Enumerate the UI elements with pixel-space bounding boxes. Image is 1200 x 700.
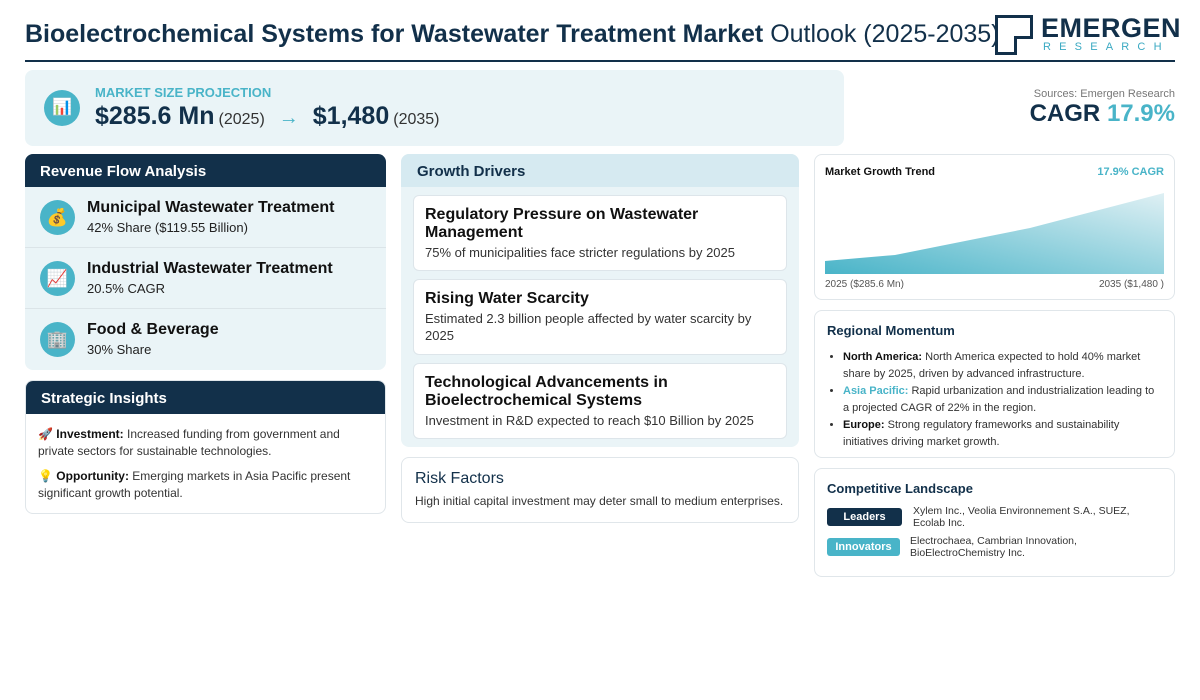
region-text: North America expected to hold 40% marke… xyxy=(843,351,1141,380)
start-year: (2025) xyxy=(218,111,265,128)
region-item: Europe: Strong regulatory frameworks and… xyxy=(843,417,1162,450)
projection-values: $285.6 Mn (2025) → $1,480 (2035) xyxy=(95,102,439,131)
revenue-item-title: Municipal Wastewater Treatment xyxy=(87,199,335,216)
revenue-item: 💰 Municipal Wastewater Treatment 42% Sha… xyxy=(25,187,386,248)
page-title-rest: Outlook (2025-2035) xyxy=(770,20,1000,48)
leaders-badge: Leaders xyxy=(827,508,902,526)
region-text: Rapid urbanization and industrialization… xyxy=(843,385,1155,414)
trend-start-label: 2025 ($285.6 Mn) xyxy=(825,279,904,290)
page-title-bold: Bioelectrochemical Systems for Wastewate… xyxy=(25,20,764,48)
revenue-item-sub: 20.5% CAGR xyxy=(87,281,166,296)
end-value: $1,480 xyxy=(312,102,390,130)
region-name: North America: xyxy=(843,351,923,363)
risk-factors-title: Risk Factors xyxy=(415,470,504,487)
risk-factors-desc: High initial capital investment may dete… xyxy=(415,494,784,508)
growth-area-chart xyxy=(825,193,1164,274)
regional-momentum-title: Regional Momentum xyxy=(827,323,955,338)
driver-title: Rising Water Scarcity xyxy=(425,290,589,307)
building-icon: 🏢 xyxy=(40,322,75,357)
region-item: Asia Pacific: Rapid urbanization and ind… xyxy=(843,383,1162,416)
region-name: Europe: xyxy=(843,419,885,431)
page-header: Bioelectrochemical Systems for Wastewate… xyxy=(25,12,1181,62)
driver-item: Rising Water Scarcity Estimated 2.3 bill… xyxy=(413,279,787,355)
revenue-item: 📈 Industrial Wastewater Treatment 20.5% … xyxy=(25,248,386,309)
revenue-flow-title: Revenue Flow Analysis xyxy=(25,154,386,187)
competitor-list: Xylem Inc., Veolia Environnement S.A., S… xyxy=(913,505,1130,529)
rocket-icon: 🚀 xyxy=(38,427,53,441)
logo-subtitle: RESEARCH xyxy=(1043,41,1170,53)
cagr-headline: CAGR 17.9% xyxy=(1030,100,1175,128)
end-year: (2035) xyxy=(393,111,440,128)
chart-icon: 📊 xyxy=(44,90,80,126)
cagr-label: CAGR xyxy=(1029,100,1101,127)
driver-title: Regulatory Pressure on Wastewater Manage… xyxy=(425,206,699,241)
insight-label: Investment: xyxy=(56,427,124,441)
start-value: $285.6 Mn xyxy=(95,102,215,130)
driver-desc: 75% of municipalities face stricter regu… xyxy=(425,245,735,260)
money-bag-icon: 💰 xyxy=(40,200,75,235)
competitor-list: Electrochaea, Cambrian Innovation, BioEl… xyxy=(910,535,1077,559)
page-title: Bioelectrochemical Systems for Wastewate… xyxy=(25,20,1000,49)
cagr-value: 17.9% xyxy=(1106,100,1175,127)
trend-title: Market Growth Trend xyxy=(825,166,936,178)
driver-item: Technological Advancements in Bioelectro… xyxy=(413,363,787,439)
innovators-badge: Innovators xyxy=(827,538,900,556)
driver-title: Technological Advancements in Bioelectro… xyxy=(425,374,668,409)
revenue-flow-card: Revenue Flow Analysis 💰 Municipal Wastew… xyxy=(25,154,386,370)
region-name: Asia Pacific: xyxy=(843,385,909,397)
revenue-item: 🏢 Food & Beverage 30% Share xyxy=(25,309,386,370)
insight-label: Opportunity: xyxy=(56,469,129,483)
insight-item: 💡 Opportunity: Emerging markets in Asia … xyxy=(38,468,373,502)
competitive-landscape-card: Competitive Landscape Leaders Xylem Inc.… xyxy=(814,468,1175,577)
competitive-landscape-title: Competitive Landscape xyxy=(827,481,973,496)
risk-factors-card: Risk Factors High initial capital invest… xyxy=(401,457,799,523)
region-item: North America: North America expected to… xyxy=(843,349,1162,382)
growth-drivers-card: Growth Drivers Regulatory Pressure on Wa… xyxy=(401,154,799,447)
driver-desc: Investment in R&D expected to reach $10 … xyxy=(425,413,754,428)
driver-desc: Estimated 2.3 billion people affected by… xyxy=(425,311,752,343)
growth-area xyxy=(825,193,1164,274)
region-list: North America: North America expected to… xyxy=(827,349,1162,450)
insight-text: Increased funding from government and pr… xyxy=(38,427,340,458)
sources-note: Sources: Emergen Research xyxy=(1033,88,1175,100)
growth-drivers-title: Growth Drivers xyxy=(401,154,799,187)
strategic-insights-title: Strategic Insights xyxy=(26,381,385,414)
trend-end-label: 2035 ($1,480 ) xyxy=(1098,279,1164,290)
insight-text: Emerging markets in Asia Pacific present… xyxy=(38,469,351,500)
revenue-item-sub: 30% Share xyxy=(87,342,152,357)
revenue-item-title: Food & Beverage xyxy=(87,321,219,338)
lightbulb-icon: 💡 xyxy=(38,469,53,483)
regional-momentum-card: Regional Momentum North America: North A… xyxy=(814,310,1175,458)
revenue-item-title: Industrial Wastewater Treatment xyxy=(87,260,333,277)
insights-body: 🚀 Investment: Increased funding from gov… xyxy=(26,414,385,513)
market-size-projection: 📊 MARKET SIZE PROJECTION $285.6 Mn (2025)… xyxy=(25,70,844,146)
insight-item: 🚀 Investment: Increased funding from gov… xyxy=(38,426,373,460)
strategic-insights-card: Strategic Insights 🚀 Investment: Increas… xyxy=(25,380,386,514)
market-growth-trend-card: Market Growth Trend 17.9% CAGR 2025 ($28… xyxy=(814,154,1175,300)
logo-mark-icon xyxy=(995,15,1033,55)
projection-label: MARKET SIZE PROJECTION xyxy=(95,85,272,100)
revenue-item-sub: 42% Share ($119.55 Billion) xyxy=(87,220,248,235)
arrow-right-icon: → xyxy=(278,107,299,129)
trend-cagr: 17.9% CAGR xyxy=(1097,166,1164,178)
trend-up-icon: 📈 xyxy=(40,261,75,296)
region-text: Strong regulatory frameworks and sustain… xyxy=(843,419,1120,448)
logo-wordmark: EMERGEN xyxy=(1041,13,1182,43)
emergen-logo[interactable]: EMERGEN RESEARCH xyxy=(995,13,1181,56)
driver-item: Regulatory Pressure on Wastewater Manage… xyxy=(413,195,787,271)
